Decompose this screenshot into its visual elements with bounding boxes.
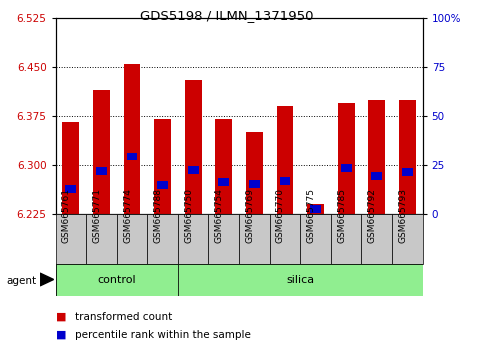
Bar xyxy=(56,264,178,296)
Text: GSM665785: GSM665785 xyxy=(337,188,346,243)
Text: ■: ■ xyxy=(56,330,66,339)
Bar xyxy=(218,178,229,186)
Bar xyxy=(371,172,382,180)
Text: agent: agent xyxy=(6,276,36,286)
Bar xyxy=(280,177,290,185)
Bar xyxy=(399,99,416,214)
Bar xyxy=(277,106,293,214)
Bar xyxy=(147,214,178,264)
Text: GSM665793: GSM665793 xyxy=(398,188,407,243)
Bar xyxy=(246,132,263,214)
Text: GSM665769: GSM665769 xyxy=(245,188,255,243)
Bar xyxy=(86,214,117,264)
Bar xyxy=(310,205,321,213)
Bar xyxy=(124,63,141,214)
Text: GSM665775: GSM665775 xyxy=(307,188,315,243)
Bar xyxy=(307,204,324,214)
Text: GSM665770: GSM665770 xyxy=(276,188,285,243)
Bar xyxy=(93,90,110,214)
Bar xyxy=(117,214,147,264)
Bar xyxy=(331,214,361,264)
Bar xyxy=(66,185,76,193)
Bar xyxy=(127,153,137,160)
Text: ■: ■ xyxy=(56,312,66,322)
Bar xyxy=(338,103,355,214)
Text: GSM665761: GSM665761 xyxy=(62,188,71,243)
Bar xyxy=(392,214,423,264)
Bar xyxy=(185,80,201,214)
Bar xyxy=(270,214,300,264)
Bar xyxy=(178,264,423,296)
Text: GSM665788: GSM665788 xyxy=(154,188,163,243)
Bar xyxy=(157,181,168,189)
Text: control: control xyxy=(98,275,136,285)
Bar xyxy=(188,166,199,174)
Bar xyxy=(300,214,331,264)
Text: GDS5198 / ILMN_1371950: GDS5198 / ILMN_1371950 xyxy=(140,9,314,22)
Text: GSM665750: GSM665750 xyxy=(184,188,193,243)
Bar xyxy=(341,164,352,172)
Text: GSM665754: GSM665754 xyxy=(215,188,224,243)
Bar xyxy=(369,99,385,214)
Polygon shape xyxy=(40,273,54,286)
Bar xyxy=(361,214,392,264)
Bar xyxy=(249,180,260,188)
Text: GSM665774: GSM665774 xyxy=(123,188,132,243)
Bar xyxy=(215,119,232,214)
Text: silica: silica xyxy=(286,275,314,285)
Text: percentile rank within the sample: percentile rank within the sample xyxy=(75,330,251,339)
Bar xyxy=(239,214,270,264)
Bar xyxy=(178,214,209,264)
Text: transformed count: transformed count xyxy=(75,312,172,322)
Bar xyxy=(402,169,412,176)
Bar xyxy=(62,122,79,214)
Bar xyxy=(56,214,86,264)
Text: GSM665771: GSM665771 xyxy=(92,188,101,243)
Text: GSM665792: GSM665792 xyxy=(368,188,377,243)
Bar xyxy=(96,167,107,175)
Bar xyxy=(209,214,239,264)
Bar xyxy=(154,119,171,214)
